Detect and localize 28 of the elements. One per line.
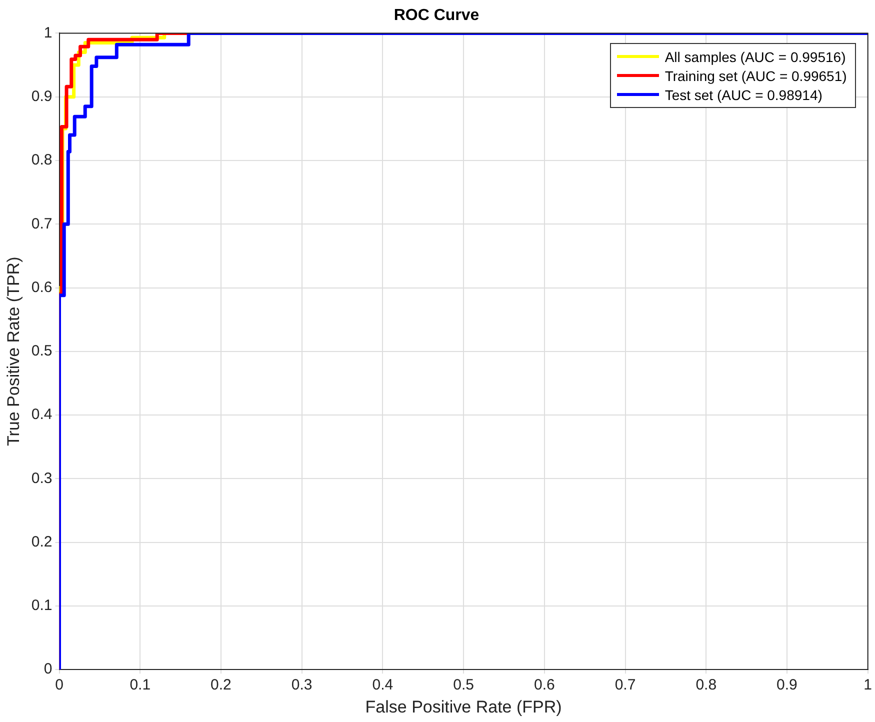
legend-label: Training set (AUC = 0.99651) — [664, 68, 847, 84]
x-tick-label: 0.1 — [130, 676, 151, 694]
x-tick-label: 0.5 — [453, 676, 474, 694]
x-tick-label: 0.4 — [372, 676, 394, 694]
x-tick-label: 0.7 — [614, 676, 636, 694]
y-tick-label: 0.7 — [31, 215, 52, 232]
chart-title: ROC Curve — [394, 7, 480, 24]
y-tick-label: 0.8 — [31, 152, 52, 169]
x-axis-title: False Positive Rate (FPR) — [365, 697, 562, 716]
x-tick-label: 0.2 — [210, 676, 232, 694]
y-tick-label: 0.9 — [31, 88, 52, 105]
y-tick-label: 1 — [44, 24, 52, 42]
y-tick-label: 0.6 — [31, 278, 52, 296]
x-tick-label: 0.8 — [696, 676, 717, 694]
y-tick-label: 0 — [44, 660, 52, 678]
legend-label: Test set (AUC = 0.98914) — [664, 86, 822, 103]
x-tick-label: 0 — [55, 676, 64, 694]
y-tick-label: 0.3 — [31, 470, 52, 487]
y-tick-label: 0.1 — [31, 597, 52, 614]
y-tick-label: 0.5 — [31, 342, 52, 360]
y-axis-title: True Positive Rate (TPR) — [4, 256, 23, 446]
x-tick-label: 0.6 — [534, 676, 555, 694]
legend-label: All samples (AUC = 0.99516) — [664, 48, 846, 65]
y-tick-label: 0.4 — [31, 406, 52, 424]
x-tick-label: 1 — [864, 676, 872, 694]
y-tick-label: 0.2 — [31, 533, 52, 550]
x-tick-label: 0.9 — [776, 676, 798, 694]
x-tick-label: 0.3 — [291, 676, 312, 694]
